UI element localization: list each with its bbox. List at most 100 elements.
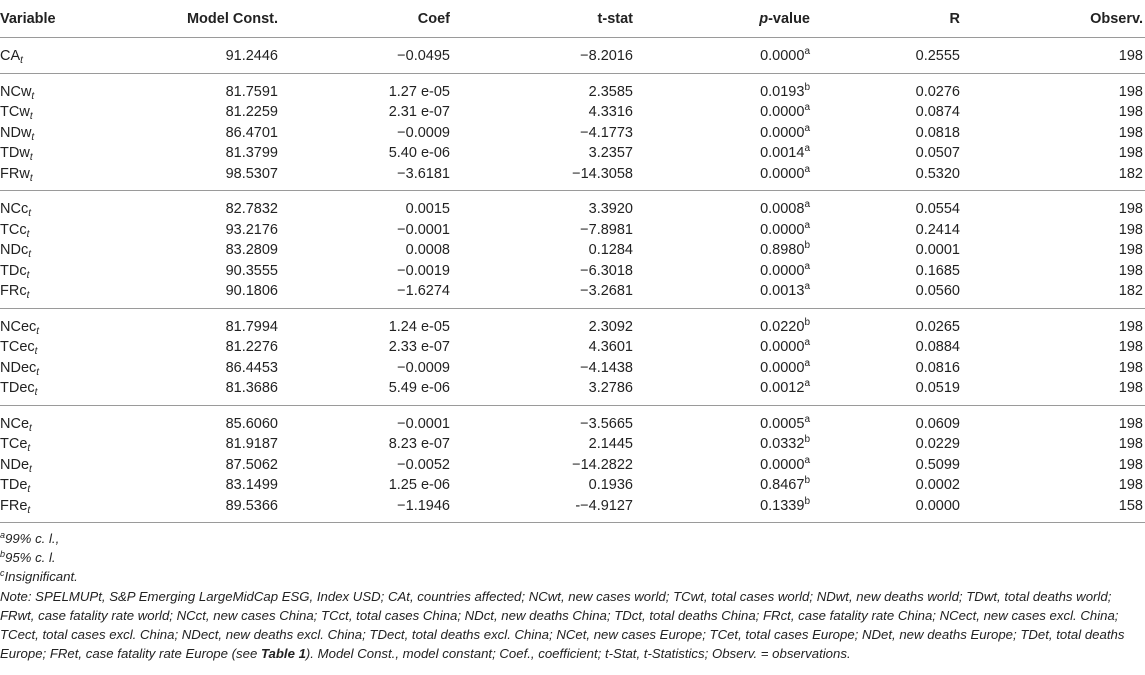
- p-value-value: 0.8467: [760, 477, 805, 494]
- significance-marker: a: [804, 163, 810, 175]
- r-value: 0.0609: [915, 415, 960, 432]
- footnote-text: Insignificant.: [4, 569, 78, 585]
- p-value-value: 0.0000: [760, 165, 805, 182]
- model-const-value: 86.4701: [225, 124, 278, 141]
- cell-observ: 198: [962, 308, 1145, 337]
- observ-value: 198: [1118, 201, 1143, 218]
- header-p-value-rest: -value: [768, 10, 810, 27]
- cell-t-stat: 2.3585: [452, 73, 635, 102]
- variable-name: FRc: [0, 283, 27, 300]
- r-value: 0.0001: [915, 242, 960, 259]
- coef-value: 8.23 e-07: [388, 436, 450, 453]
- variable-name: TCe: [0, 436, 28, 453]
- variable-name: NDw: [0, 124, 32, 141]
- observ-value: 198: [1118, 318, 1143, 335]
- cell-model-const: 81.3686: [100, 378, 280, 406]
- cell-p-value: 0.0193b: [635, 73, 812, 102]
- cell-model-const: 98.5307: [100, 163, 280, 191]
- model-const-value: 83.1499: [225, 477, 278, 494]
- cell-t-stat: −7.8981: [452, 220, 635, 241]
- variable-subscript: t: [36, 325, 40, 337]
- cell-t-stat: −4.1773: [452, 123, 635, 144]
- cell-model-const: 81.9187: [100, 434, 280, 455]
- cell-coef: −0.0009: [280, 123, 452, 144]
- table-row: TDct 90.3555 −0.0019 −6.3018 0.0000a 0.1685 19…: [0, 261, 1145, 282]
- coef-value: 1.27 e-05: [388, 83, 450, 100]
- cell-t-stat: 4.3316: [452, 102, 635, 123]
- cell-coef: −0.0009: [280, 358, 452, 379]
- observ-value: 198: [1118, 83, 1143, 100]
- r-value: 0.5320: [915, 165, 960, 182]
- t-stat-value: −14.2822: [572, 456, 633, 473]
- variable-name: NCw: [0, 83, 32, 100]
- cell-observ: 182: [962, 281, 1145, 309]
- variable-name: CA: [0, 48, 21, 65]
- cell-r: 0.0000: [812, 495, 962, 523]
- cell-coef: 1.25 e-06: [280, 475, 452, 496]
- cell-variable: NDet: [0, 455, 100, 476]
- model-const-value: 85.6060: [225, 415, 278, 432]
- cell-r: 0.0507: [812, 143, 962, 164]
- cell-model-const: 90.3555: [100, 261, 280, 282]
- footnote-text: 95% c. l.: [5, 550, 56, 566]
- cell-coef: −0.0001: [280, 405, 452, 434]
- cell-p-value: 0.0000a: [635, 358, 812, 379]
- cell-observ: 198: [962, 337, 1145, 358]
- t-stat-value: −4.1773: [580, 124, 633, 141]
- cell-variable: TDect: [0, 378, 100, 406]
- cell-r: 0.0229: [812, 434, 962, 455]
- p-value-value: 0.0000: [760, 48, 805, 65]
- observ-value: 198: [1118, 359, 1143, 376]
- r-value: 0.0000: [915, 497, 960, 514]
- t-stat-value: 0.1284: [588, 242, 633, 259]
- table-row: NCct 82.7832 0.0015 3.3920 0.0008a 0.0554 198: [0, 191, 1145, 220]
- cell-observ: 198: [962, 191, 1145, 220]
- variable-subscript: t: [26, 290, 30, 302]
- table-row: NDet 87.5062 −0.0052 −14.2822 0.0000a 0.5099 1…: [0, 455, 1145, 476]
- cell-model-const: 91.2446: [100, 37, 280, 74]
- header-p-value: p-value: [635, 0, 812, 38]
- model-const-value: 81.2276: [225, 339, 278, 356]
- p-value-value: 0.0008: [760, 201, 805, 218]
- cell-model-const: 89.5366: [100, 495, 280, 523]
- variable-subscript: t: [29, 463, 32, 475]
- cell-model-const: 81.7994: [100, 308, 280, 337]
- cell-r: 0.0554: [812, 191, 962, 220]
- p-value-value: 0.0000: [760, 339, 805, 356]
- variable-subscript: t: [36, 366, 40, 378]
- table-row: TCect 81.2276 2.33 e-07 4.3601 0.0000a 0.0884…: [0, 337, 1145, 358]
- cell-model-const: 86.4453: [100, 358, 280, 379]
- t-stat-value: −8.2016: [580, 48, 633, 65]
- footnote-marker: c: [0, 568, 5, 579]
- cell-coef: −1.1946: [280, 495, 452, 523]
- cell-model-const: 86.4701: [100, 123, 280, 144]
- t-stat-value: −3.2681: [580, 283, 633, 300]
- cell-observ: 158: [962, 495, 1145, 523]
- footnote: b95% c. l.: [0, 548, 1145, 567]
- cell-t-stat: −3.2681: [452, 281, 635, 309]
- cell-coef: 5.40 e-06: [280, 143, 452, 164]
- cell-p-value: 0.0000a: [635, 455, 812, 476]
- cell-coef: −0.0052: [280, 455, 452, 476]
- observ-value: 198: [1118, 145, 1143, 162]
- observ-value: 198: [1118, 456, 1143, 473]
- p-value-value: 0.1339: [760, 497, 805, 514]
- cell-coef: 2.33 e-07: [280, 337, 452, 358]
- cell-t-stat: 4.3601: [452, 337, 635, 358]
- cell-variable: TCect: [0, 337, 100, 358]
- cell-coef: 2.31 e-07: [280, 102, 452, 123]
- header-row: Variable Model Const. Coef t-stat p-valu…: [0, 0, 1145, 38]
- variable-subscript: t: [29, 152, 33, 164]
- model-const-value: 81.3686: [225, 380, 278, 397]
- variable-subscript: t: [34, 346, 38, 358]
- variable-subscript: t: [26, 228, 30, 240]
- cell-variable: NDwt: [0, 123, 100, 144]
- variable-name: TDe: [0, 477, 28, 494]
- t-stat-value: 3.2786: [588, 380, 633, 397]
- table-row: FRet 89.5366 −1.1946 -−4.9127 0.1339b 0.0000 1…: [0, 495, 1145, 523]
- significance-marker: a: [804, 219, 810, 231]
- cell-coef: −1.6274: [280, 281, 452, 309]
- cell-r: 0.0002: [812, 475, 962, 496]
- table-row: NDct 83.2809 0.0008 0.1284 0.8980b 0.0001 198: [0, 240, 1145, 261]
- variable-subscript: t: [29, 172, 33, 184]
